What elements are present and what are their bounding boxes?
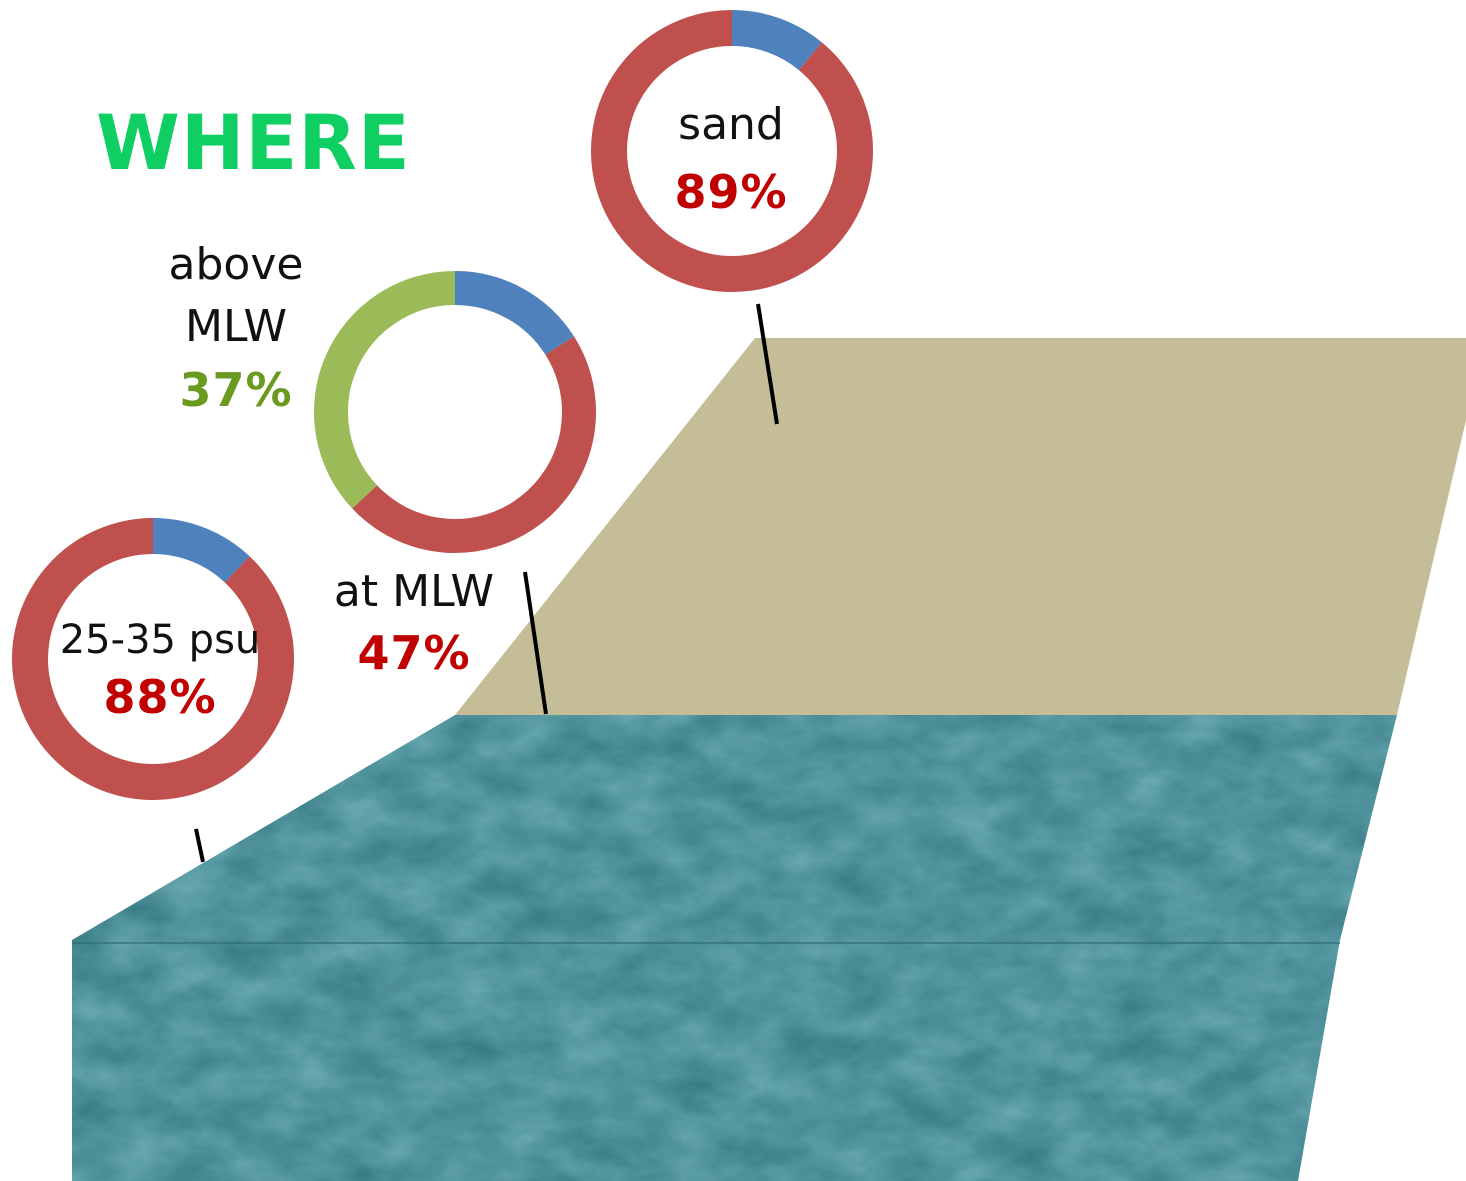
- donut-slice-other: [731, 10, 822, 71]
- at-mlw-label-value: 47%: [357, 626, 471, 680]
- salinity-label: 25-35 psu 88%: [48, 620, 272, 720]
- donut-chart-tidal: [314, 271, 596, 553]
- above-mlw-label-value: 37%: [179, 363, 293, 417]
- sand-slope: [455, 338, 1466, 715]
- sand-label: sand 89%: [646, 99, 816, 219]
- donut-chart-sand: [591, 10, 873, 292]
- at-mlw-label-name: at MLW: [333, 566, 495, 617]
- leader-line-salinity: [194, 828, 205, 863]
- donut-slice-at-mlw: [352, 336, 596, 553]
- donut-slice-other: [152, 518, 250, 583]
- salinity-label-value: 88%: [103, 670, 217, 724]
- page-title: WHERE: [96, 98, 411, 187]
- above-mlw-label-line2: MLW: [185, 301, 287, 352]
- donut-slice-sand: [591, 10, 873, 292]
- water-surface: [72, 715, 1397, 940]
- leader-line-mlw: [523, 571, 548, 715]
- sand-label-name: sand: [678, 99, 784, 150]
- donut-chart-salinity: [12, 518, 294, 800]
- leader-line-sand: [756, 303, 779, 425]
- donut-slice-25-35-psu: [12, 518, 294, 800]
- donut-slice-other: [454, 271, 575, 356]
- sand-label-value: 89%: [674, 165, 788, 219]
- at-mlw-label: at MLW 47%: [314, 566, 514, 680]
- above-mlw-label-line1: above: [168, 239, 304, 290]
- above-mlw-label: above MLW 37%: [150, 239, 322, 417]
- salinity-label-name: 25-35 psu: [59, 617, 261, 663]
- water-front: [72, 940, 1340, 1181]
- donut-slice-above-mlw: [314, 271, 456, 509]
